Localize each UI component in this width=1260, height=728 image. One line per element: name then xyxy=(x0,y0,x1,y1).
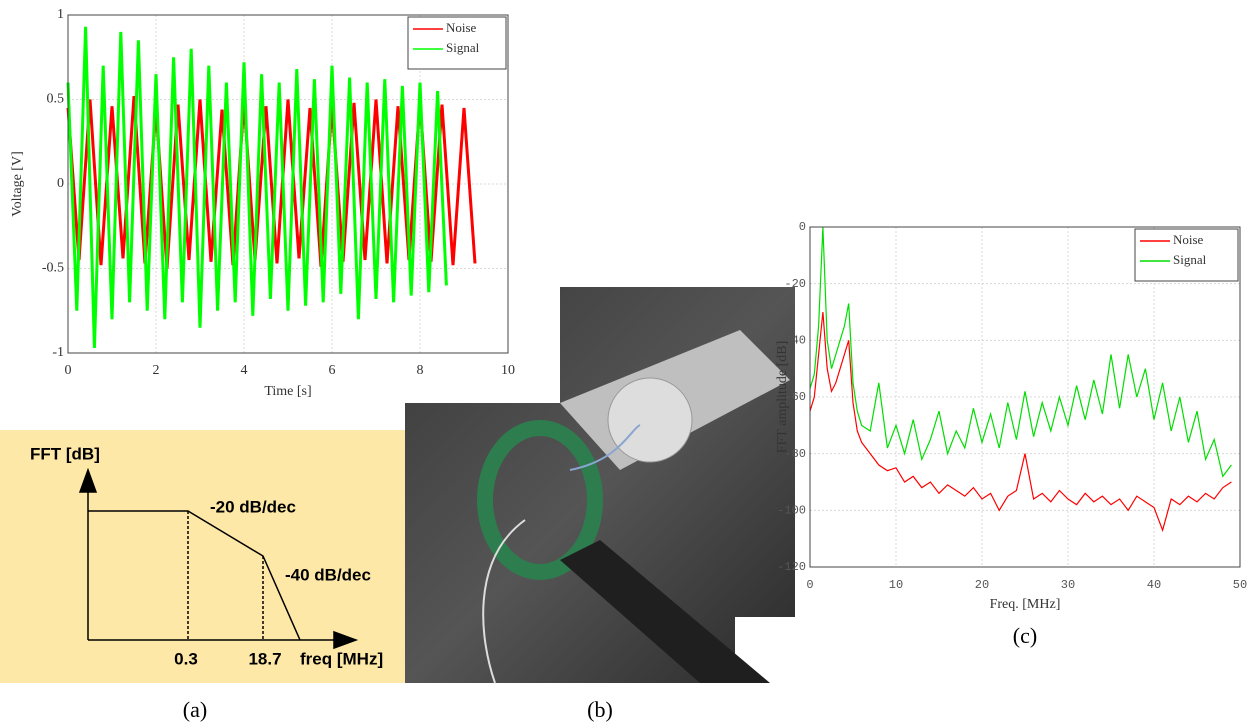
x-tick-label: 0 xyxy=(65,363,72,378)
diagram xyxy=(78,467,359,650)
x-tick-label: 50 xyxy=(1233,578,1247,592)
legend-label: Signal xyxy=(1173,252,1207,267)
y-tick-label: -1 xyxy=(52,345,64,360)
plot-frame xyxy=(809,226,1241,568)
x-tick-label: 30 xyxy=(1061,578,1075,592)
caption: (b) xyxy=(587,697,613,722)
data-line xyxy=(66,26,448,348)
response-curve xyxy=(88,510,301,641)
data-line xyxy=(809,226,1232,478)
x-axis-label: Freq. [MHz] xyxy=(990,597,1061,612)
slope-label: -20 dB/dec xyxy=(210,497,296,516)
arrow-head xyxy=(78,467,98,493)
arrow-head xyxy=(333,630,359,650)
legend-label: Noise xyxy=(1173,232,1204,247)
chart: 0 10 20 30 40 50 -120 -100 -80 -60 -40 -20 0 Freq. [M… xyxy=(775,220,1247,612)
y-tick-label: 0 xyxy=(57,176,64,191)
y-axis-label: Voltage [V] xyxy=(10,151,25,216)
plot-frame xyxy=(67,14,509,354)
slope-label: -40 dB/dec xyxy=(285,565,371,584)
y-tick-label: -0.5 xyxy=(42,261,64,276)
x-tick-label: 0 xyxy=(806,578,813,592)
x-tick-label: 40 xyxy=(1147,578,1161,592)
legend-box xyxy=(407,16,507,70)
x-tick-label: 4 xyxy=(241,363,248,378)
wire xyxy=(482,519,526,684)
wire xyxy=(569,424,641,471)
diagram-x-label: freq [MHz] xyxy=(300,649,383,668)
caption: (c) xyxy=(1013,623,1037,648)
legend-label: Signal xyxy=(446,40,480,55)
legend-label: Noise xyxy=(446,20,477,35)
corner-label: 18.7 xyxy=(248,649,281,668)
x-tick-label: 2 xyxy=(153,363,160,378)
chart: 0 2 4 6 8 10 -1 -0.5 0 0.5 1 Time [s] Voltage [V] Noi… xyxy=(10,7,515,399)
y-tick-label: 1 xyxy=(57,7,64,22)
y-tick-label: -80 xyxy=(784,447,806,461)
caption: (a) xyxy=(183,697,207,722)
y-tick-label: -100 xyxy=(777,504,806,518)
data-line xyxy=(809,311,1232,533)
x-tick-label: 20 xyxy=(975,578,989,592)
y-axis-label: FFT amplitude [dB] xyxy=(775,341,790,454)
y-tick-label: -60 xyxy=(784,390,806,404)
diagram-y-label: FFT [dB] xyxy=(30,444,100,463)
ring-sensor xyxy=(477,420,603,580)
x-tick-label: 6 xyxy=(329,363,336,378)
motor xyxy=(607,377,693,463)
corner-label: 0.3 xyxy=(174,649,198,668)
y-tick-label: -40 xyxy=(784,334,806,348)
legend-box xyxy=(1134,228,1239,282)
x-tick-label: 10 xyxy=(889,578,903,592)
y-tick-label: 0.5 xyxy=(47,92,65,107)
y-tick-label: -20 xyxy=(784,277,806,291)
y-tick-label: 0 xyxy=(799,220,806,234)
photo xyxy=(405,287,795,684)
sensor-handle xyxy=(560,540,770,683)
x-tick-label: 10 xyxy=(501,363,515,378)
x-tick-label: 8 xyxy=(417,363,424,378)
y-tick-label: -120 xyxy=(777,560,806,574)
x-axis-label: Time [s] xyxy=(264,384,311,399)
